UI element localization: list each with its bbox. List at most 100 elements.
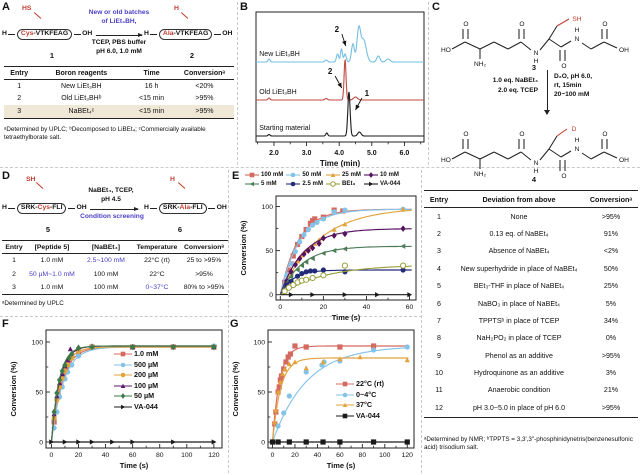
panel-e: E 100 mM 50 mM 25 mM 10 mM 5 mM 2.5 mM BEt₃ VA-… xyxy=(230,170,420,335)
bond xyxy=(539,38,550,51)
peptide-box-ala: Ala-VTKFEAG xyxy=(158,29,213,40)
atom-label: H xyxy=(534,168,539,175)
marker xyxy=(320,267,326,273)
marker xyxy=(400,267,406,273)
oh-terminus: OH xyxy=(222,30,233,37)
peptide-sequence: -FLI xyxy=(190,204,203,211)
marker xyxy=(120,351,126,357)
product-peptide-6: H SRK-Ala-FLI OH xyxy=(144,203,227,214)
legend-item: 50 mM xyxy=(286,171,323,179)
table-cell: 9 xyxy=(437,351,441,360)
legend-label: 50 µM xyxy=(134,391,155,401)
chart-text: 40 xyxy=(102,452,110,459)
panel-divider xyxy=(0,167,640,168)
marker xyxy=(330,181,336,187)
chart-text: 20 xyxy=(291,452,299,459)
marker xyxy=(285,354,291,360)
marker xyxy=(56,376,63,384)
table-cell: 25% xyxy=(603,282,619,291)
marker xyxy=(342,246,348,252)
marker xyxy=(400,243,406,249)
chart-text: Conversion (%) xyxy=(9,361,18,417)
marker xyxy=(130,343,136,351)
condition-text: pH 6.0, 1.0 mM xyxy=(96,48,142,55)
marker xyxy=(357,354,363,360)
plot-frame xyxy=(275,195,417,301)
chart-text: Time (min) xyxy=(320,159,361,167)
legend-label: BEt₃ xyxy=(342,179,356,187)
marker xyxy=(341,262,349,269)
legend-swatch xyxy=(114,393,132,399)
legend-swatch xyxy=(364,172,378,178)
chart-text: 40 xyxy=(363,304,371,311)
table-row: 1 1.0 mM 2.5~100 mM 22°C (rt) 25 to >95% xyxy=(2,254,228,268)
column-header: Conversionᵃ xyxy=(584,190,638,208)
column-header: Entry xyxy=(2,240,26,254)
table-cell: Phenol as an additive xyxy=(485,351,553,360)
data-table: Entry Deviation from above Conversionᵃ 1 Non… xyxy=(424,190,638,418)
compound-number-4: 4 xyxy=(531,175,537,184)
column-header: Boron reagents xyxy=(34,66,129,80)
table-cell: >95% xyxy=(584,399,638,418)
marker xyxy=(310,292,316,298)
legend-swatch xyxy=(245,181,259,187)
marker xyxy=(299,233,305,240)
reaction-arrow xyxy=(96,32,143,37)
chart-text: Time (s) xyxy=(120,461,149,470)
chart-text: 60 xyxy=(406,304,414,311)
hydrogen-label: H xyxy=(174,5,179,12)
marker xyxy=(286,439,292,445)
bond xyxy=(603,151,618,159)
condition-text: New or old batches xyxy=(88,9,150,16)
table-row: 5 BEt₃-THF in place of NaBEt₄ 25% xyxy=(424,278,638,295)
bond xyxy=(464,151,481,160)
compound-number-1: 1 xyxy=(49,51,55,60)
legend-swatch xyxy=(336,392,354,397)
chart-legend: 100 mM 50 mM 25 mM 10 mM 5 mM 2.5 mM BEt₃ VA-04… xyxy=(245,171,400,188)
legend-swatch xyxy=(326,181,341,187)
oh-terminus: OH xyxy=(76,204,87,211)
marker xyxy=(331,248,337,254)
marker xyxy=(288,292,294,298)
table-cell: 3 xyxy=(437,247,441,256)
atom-label: H xyxy=(534,58,539,65)
condition-text: 2.0 eq. TCEP xyxy=(498,87,538,94)
condition-text: NaBEt₄, TCEP, xyxy=(88,187,134,194)
atom-label: N xyxy=(534,50,539,57)
marker xyxy=(400,206,406,212)
marker xyxy=(62,361,68,369)
legend-label: VA-044 xyxy=(134,401,158,411)
atom-label: O xyxy=(519,131,524,138)
condition-text: of LiEt₃BH, xyxy=(101,18,137,25)
chromatogram-trace xyxy=(256,58,424,101)
chart-text: 2 xyxy=(328,67,333,76)
chart-text: 100 xyxy=(262,204,274,211)
marker xyxy=(342,207,348,213)
chart-legend: 1.0 mM 500 µM 200 µM 100 µM 50 µM VA-044 xyxy=(114,350,158,413)
legend-item: 100 mM xyxy=(245,171,283,179)
chart-text: 40 xyxy=(314,452,322,459)
peptide-concentration-chart: 0 20 40 60 80 100 120 0 50 100 Time (s) Conversion … xyxy=(9,329,223,470)
marker xyxy=(269,439,276,445)
legend-label: 0~4°C xyxy=(356,389,377,399)
panel-c-label: C xyxy=(432,1,440,13)
table-row: 3 NaBEt₄ᶜ <15 min >95% xyxy=(4,105,234,119)
marker xyxy=(404,439,410,445)
chart-text: 50 xyxy=(265,248,273,255)
marker xyxy=(281,288,288,295)
legend-swatch xyxy=(364,181,378,187)
bond-line xyxy=(33,12,42,20)
table-cell: Hydroquinone as an additive xyxy=(474,369,564,378)
legend-item: 37°C xyxy=(336,401,384,409)
table-cell: 5 xyxy=(437,282,441,291)
reaction-arrow xyxy=(90,206,139,211)
marker xyxy=(130,439,136,445)
panel-f: F 0 20 40 60 80 100 120 0 50 100 Time (s) Conversio… xyxy=(2,318,228,474)
arrowhead xyxy=(355,104,360,110)
panel-divider xyxy=(428,2,429,165)
marker xyxy=(89,439,95,445)
marker xyxy=(404,357,410,363)
peptide-box-ala: SRK-Ala-FLI xyxy=(158,203,207,214)
bond-line xyxy=(67,207,75,209)
legend-label: 1.0 mM xyxy=(134,349,159,359)
